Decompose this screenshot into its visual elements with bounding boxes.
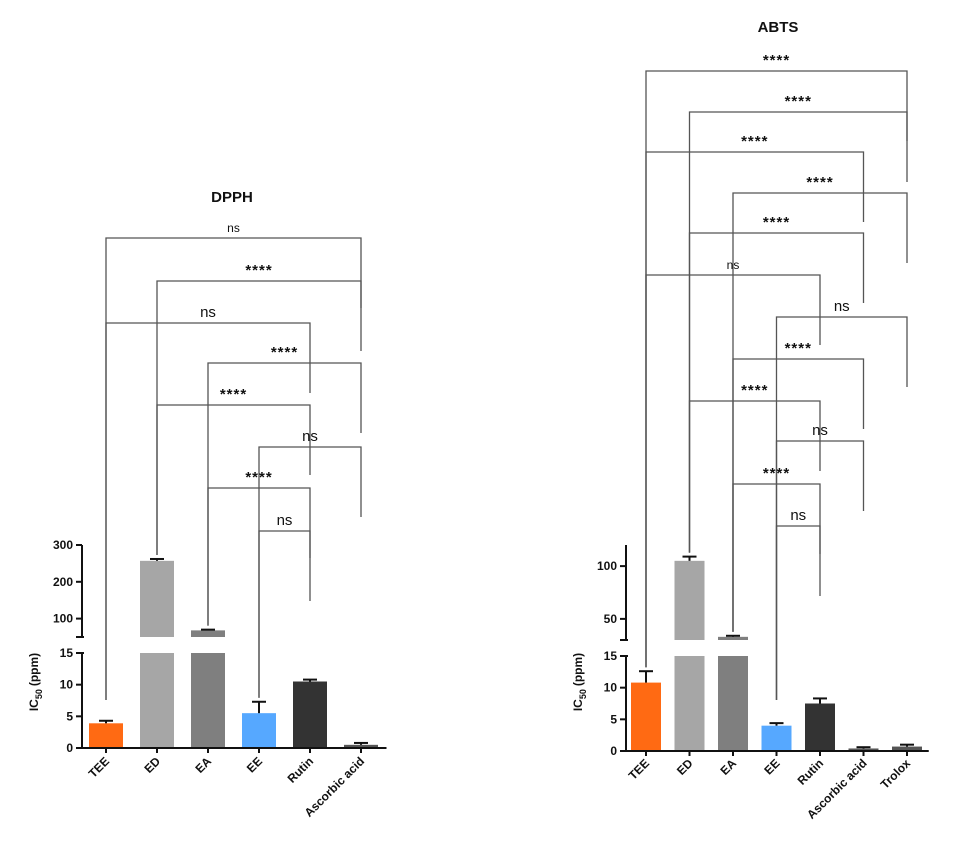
- y-tick-label: 15: [60, 646, 74, 660]
- y-tick-label: 0: [66, 741, 73, 755]
- category-label: Trolox: [878, 756, 914, 792]
- significance-label: ****: [741, 133, 768, 150]
- significance-bracket: [688, 111, 908, 553]
- y-tick-label: 300: [53, 538, 73, 552]
- bar-trolox: [892, 746, 922, 751]
- significance-label: ****: [785, 93, 812, 110]
- y-axis-label: IC50(ppm): [27, 653, 44, 711]
- category-label: Rutin: [795, 756, 827, 788]
- y-tick-label: 15: [604, 649, 618, 663]
- significance-bracket: [207, 487, 311, 626]
- significance-label: ****: [271, 344, 298, 361]
- significance-label: ns: [812, 422, 828, 439]
- y-tick-label: 5: [610, 712, 617, 726]
- y-axis-label: IC50(ppm): [571, 653, 588, 711]
- significance-bracket: [258, 530, 311, 698]
- chart-title: ABTS: [758, 19, 799, 36]
- significance-bracket: [105, 322, 311, 700]
- dpph-chart: DPPH ns **** ns **** **** ns **** ns 0 5 10 15 100 2…: [27, 189, 387, 820]
- bar-tee: [89, 723, 123, 748]
- category-label: EA: [192, 754, 214, 776]
- category-label: EA: [717, 756, 739, 778]
- y-tick-label: 5: [66, 709, 73, 723]
- chart-title: DPPH: [211, 189, 253, 206]
- bar-ed-lower: [674, 656, 705, 751]
- significance-label: ns: [302, 428, 318, 445]
- bar-ed-lower: [140, 653, 174, 748]
- y-tick-label: 0: [610, 744, 617, 758]
- significance-bracket: [688, 400, 821, 553]
- abts-chart: ABTS ********************nsns********ns*…: [571, 19, 929, 822]
- significance-brackets: ns **** ns **** **** ns **** ns: [105, 221, 362, 700]
- significance-label: ****: [245, 469, 272, 486]
- significance-label: ns: [727, 258, 740, 272]
- significance-label: ****: [245, 262, 272, 279]
- bar-rutin: [805, 703, 835, 751]
- category-label: TEE: [86, 754, 112, 780]
- category-label: TEE: [626, 756, 652, 782]
- bar-ee: [242, 713, 276, 748]
- category-label: ED: [141, 754, 163, 776]
- bar-rutin: [293, 681, 327, 748]
- significance-label: ns: [277, 512, 293, 529]
- bar-tee: [631, 682, 661, 751]
- bars: [631, 555, 922, 751]
- y-tick-label: 100: [53, 612, 73, 626]
- significance-label: ns: [834, 298, 850, 315]
- category-label: ED: [674, 756, 696, 778]
- bar-ea-lower: [718, 656, 748, 751]
- significance-bracket: [156, 404, 311, 555]
- bar-ea-upper: [191, 630, 225, 637]
- significance-brackets: **** **** **** **** **** ns ns **** **** ns **** ns: [645, 52, 908, 700]
- significance-label: ****: [741, 382, 768, 399]
- significance-label: ns: [790, 507, 806, 524]
- category-label: Rutin: [285, 754, 317, 786]
- bars: [89, 557, 378, 748]
- significance-label: ****: [763, 52, 790, 69]
- y-axis: 0 5 10 15 100 200 300: [53, 538, 387, 755]
- significance-label: ****: [220, 386, 247, 403]
- significance-label: ****: [785, 340, 812, 357]
- y-tick-label: 10: [604, 681, 618, 695]
- bar-ascorbic-acid: [848, 748, 879, 751]
- significance-bracket: [645, 274, 821, 668]
- y-tick-label: 10: [60, 678, 74, 692]
- y-tick-label: 200: [53, 575, 73, 589]
- bar-ed-upper: [674, 560, 705, 640]
- bar-ed-upper: [140, 560, 174, 637]
- significance-label: ****: [806, 174, 833, 191]
- significance-bracket: [732, 483, 821, 632]
- bar-ascorbic-acid: [344, 744, 378, 748]
- significance-label: ns: [200, 304, 216, 321]
- category-label: EE: [761, 756, 782, 777]
- bar-ee: [761, 725, 792, 751]
- bar-ea-upper: [718, 636, 748, 640]
- y-tick-label: 100: [597, 559, 617, 573]
- significance-label: ****: [763, 465, 790, 482]
- significance-label: ns: [227, 221, 240, 235]
- significance-bracket: [732, 358, 865, 632]
- bar-ea-lower: [191, 653, 225, 748]
- y-tick-label: 50: [604, 612, 618, 626]
- significance-label: ****: [763, 214, 790, 231]
- significance-bracket: [775, 525, 821, 700]
- significance-bracket: [688, 232, 865, 553]
- category-label: EE: [244, 754, 265, 775]
